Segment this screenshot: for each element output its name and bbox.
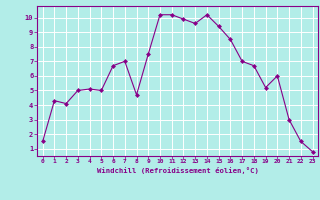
- X-axis label: Windchill (Refroidissement éolien,°C): Windchill (Refroidissement éolien,°C): [97, 167, 259, 174]
